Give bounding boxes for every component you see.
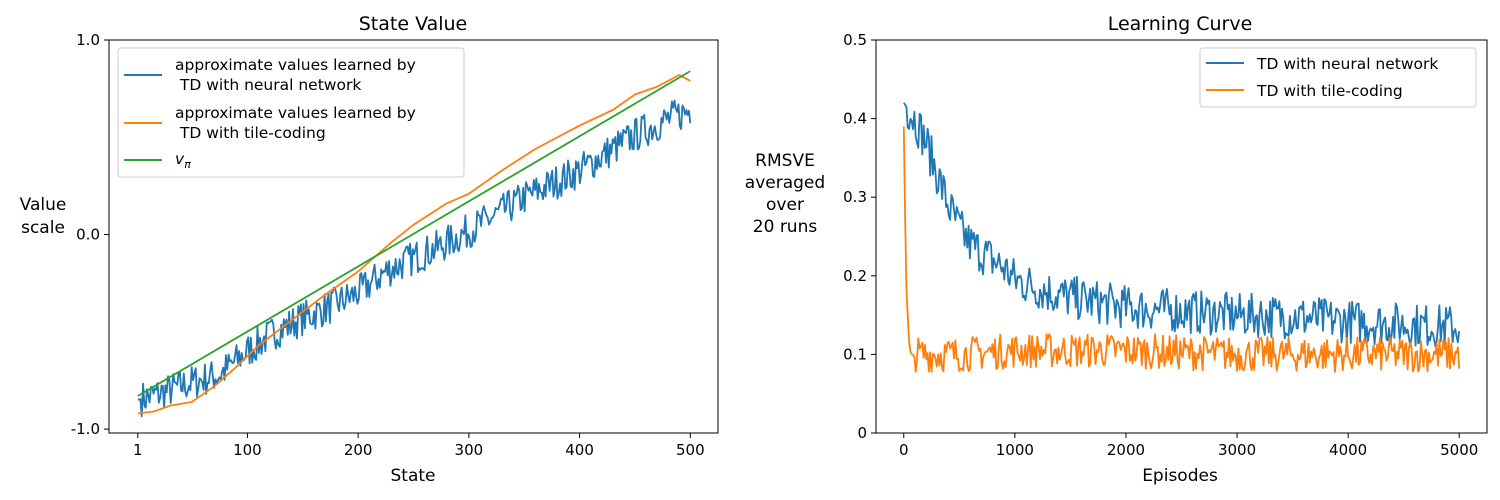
y-tick-label: 0.2: [843, 267, 867, 285]
y-axis-label-line-2: scale: [21, 218, 65, 238]
tick-layer: 0 1000 2000 3000 4000 5000 0 0.1 0.2 0.3 0.4 0.5: [843, 31, 1478, 459]
tick-layer: 1 100 200 300 400 500 -1.0 0.0 1.0: [71, 31, 705, 459]
chart-title: Learning Curve: [1108, 13, 1253, 35]
y-axis-label-line-4: 20 runs: [753, 217, 818, 237]
plot-frame: [875, 39, 1488, 434]
x-tick-label: 400: [565, 441, 594, 459]
x-tick-label: 300: [455, 441, 484, 459]
x-tick-label: 1: [133, 441, 143, 459]
x-tick-label: 4000: [1329, 441, 1367, 459]
x-axis-label: State: [391, 466, 436, 486]
learning-curve-chart: Learning Curve Episodes RMSVE averaged o…: [745, 13, 1488, 486]
legend-box: [117, 47, 465, 178]
x-tick-label: 500: [676, 441, 705, 459]
legend-box: [1199, 47, 1477, 108]
chart-title: State Value: [359, 13, 468, 35]
series-layer: [902, 102, 1461, 373]
series-layer: [137, 70, 692, 418]
y-axis-label-line-2: averaged: [745, 173, 825, 193]
y-axis-label-line-1: Value: [20, 195, 67, 215]
y-tick-label: 0: [857, 424, 867, 442]
y-tick-label: 0.3: [843, 188, 867, 206]
legend-label-tile-line-1: approximate values learned by: [175, 104, 416, 122]
series-line-tile: [902, 126, 1461, 373]
legend-label-neural-line-2: TD with neural network: [175, 76, 361, 94]
legend: approximate values learned by TD with ne…: [117, 47, 465, 178]
x-tick-label: 200: [344, 441, 373, 459]
series-line-tile: [137, 74, 691, 415]
x-tick-label: 1000: [996, 441, 1034, 459]
series-line-neural: [903, 102, 1461, 348]
legend-label-neural: TD with neural network: [1256, 55, 1438, 73]
x-axis-label: Episodes: [1142, 466, 1218, 486]
x-tick-label: 2000: [1107, 441, 1145, 459]
y-axis-label-line-1: RMSVE: [755, 151, 815, 171]
x-tick-label: 3000: [1218, 441, 1256, 459]
plot-frame: [108, 39, 719, 434]
legend-label-v: v: [175, 150, 185, 168]
x-tick-label: 0: [899, 441, 909, 459]
legend-label-tile-line-2: TD with tile-coding: [175, 124, 326, 142]
y-tick-label: 0.5: [843, 31, 867, 49]
y-tick-label: -1.0: [71, 420, 100, 438]
state-value-chart: State Value State Value scale 1 100 200 300…: [20, 13, 719, 486]
legend-label-subscript: π: [184, 158, 191, 171]
y-tick-label: 1.0: [76, 31, 100, 49]
x-tick-label: 100: [233, 441, 262, 459]
series-line-neural: [137, 99, 692, 418]
y-tick-label: 0.0: [76, 226, 100, 244]
y-axis-label-line-3: over: [766, 195, 804, 215]
x-tick-label: 5000: [1440, 441, 1478, 459]
series-line-true: [137, 70, 691, 397]
y-tick-label: 0.1: [843, 345, 867, 363]
legend: TD with neural network TD with tile-codi…: [1199, 47, 1477, 108]
legend-label-true-value: vπ: [175, 150, 191, 171]
y-tick-label: 0.4: [843, 110, 867, 128]
legend-label-neural-line-1: approximate values learned by: [175, 56, 416, 74]
legend-label-tile: TD with tile-coding: [1256, 82, 1403, 100]
